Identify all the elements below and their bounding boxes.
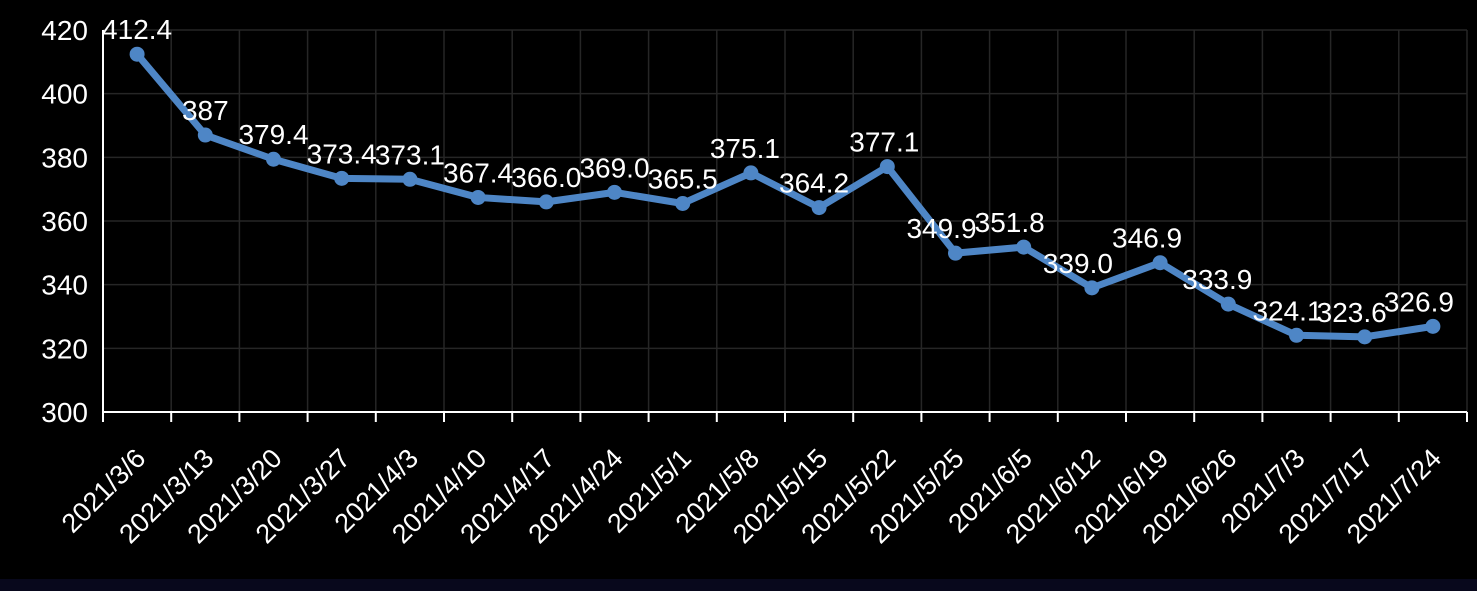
data-point-marker xyxy=(743,165,759,181)
y-tick-label: 400 xyxy=(41,79,88,110)
data-point-marker xyxy=(1016,239,1032,255)
data-label: 375.1 xyxy=(710,133,780,164)
data-label: 373.4 xyxy=(307,138,377,169)
data-label: 364.2 xyxy=(779,168,849,199)
data-point-marker xyxy=(1289,327,1304,343)
y-tick-label: 420 xyxy=(41,15,88,46)
data-label: 351.8 xyxy=(975,207,1045,238)
data-label: 365.5 xyxy=(648,163,718,194)
data-label: 377.1 xyxy=(849,127,919,158)
data-point-marker xyxy=(1357,329,1373,345)
data-label: 367.4 xyxy=(443,157,513,188)
data-point-marker xyxy=(675,195,691,211)
data-point-marker xyxy=(1220,296,1236,312)
data-point-marker xyxy=(129,46,145,62)
y-tick-label: 380 xyxy=(41,142,88,173)
data-label: 349.9 xyxy=(906,213,976,244)
y-tick-label: 300 xyxy=(41,397,88,428)
data-label: 339.0 xyxy=(1043,248,1113,279)
y-tick-label: 320 xyxy=(41,333,88,364)
data-label: 373.1 xyxy=(375,139,445,170)
data-label: 326.9 xyxy=(1384,286,1454,317)
y-tick-label: 340 xyxy=(41,270,88,301)
data-point-marker xyxy=(1425,318,1441,334)
data-point-marker xyxy=(402,171,418,187)
data-point-marker xyxy=(1152,255,1168,271)
data-point-marker xyxy=(811,200,827,216)
y-tick-label: 360 xyxy=(41,206,88,237)
data-point-marker xyxy=(334,170,350,186)
line-chart: 3003203403603804004202021/3/62021/3/1320… xyxy=(41,14,1468,549)
data-label: 324.1 xyxy=(1252,295,1322,326)
data-point-marker xyxy=(266,151,281,167)
data-point-marker xyxy=(879,159,895,175)
data-line xyxy=(133,50,1437,341)
data-point-marker xyxy=(470,189,486,205)
bottom-strip xyxy=(0,579,1477,591)
data-point-marker xyxy=(538,194,554,210)
data-point-marker xyxy=(948,245,963,261)
data-label: 379.4 xyxy=(238,119,308,150)
data-label: 366.0 xyxy=(511,162,581,193)
data-point-marker xyxy=(1084,280,1100,296)
data-label: 346.9 xyxy=(1112,223,1182,254)
data-label: 369.0 xyxy=(579,152,649,183)
data-point-marker xyxy=(607,184,622,200)
data-label: 323.6 xyxy=(1317,297,1387,328)
data-label: 387 xyxy=(182,95,229,126)
data-point-marker xyxy=(197,127,213,143)
data-label: 412.4 xyxy=(102,14,172,45)
data-label: 333.9 xyxy=(1182,264,1252,295)
